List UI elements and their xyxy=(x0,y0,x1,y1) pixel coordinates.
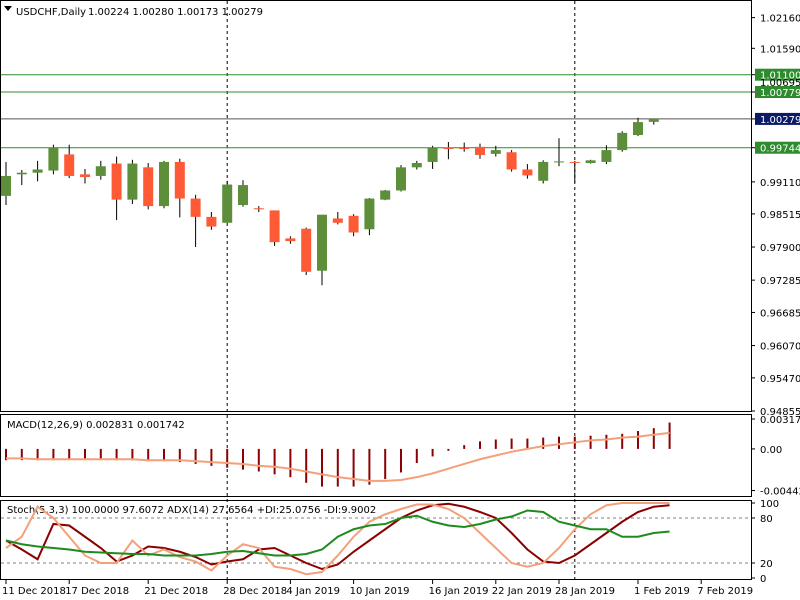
y-tick-label: 1.02160 xyxy=(760,14,800,25)
x-tick-label: 17 Dec 2018 xyxy=(65,586,129,597)
candle-bear xyxy=(569,161,580,163)
candle-bull xyxy=(317,214,327,271)
candle-bull xyxy=(617,132,628,151)
candle-bull xyxy=(380,190,391,200)
level-price-tag xyxy=(755,68,800,81)
macd-y-tick-label: -0.004421 xyxy=(760,487,800,498)
candle-bull xyxy=(601,150,612,162)
candle-bear xyxy=(111,163,122,200)
main-pane[interactable] xyxy=(0,0,752,412)
stoch-y-tick-label: 20 xyxy=(760,559,773,570)
candle-bear xyxy=(332,218,343,223)
stoch-layer xyxy=(1,502,751,576)
macd-header: MACD(12,26,9) 0.002831 0.001742 xyxy=(7,420,185,431)
ohlc-values: 1.00224 1.00280 1.00173 1.00279 xyxy=(88,7,263,18)
candle-bear xyxy=(522,169,533,176)
y-tick-label: 0.99110 xyxy=(760,178,800,189)
macd-y-tick-label: 0.003176 xyxy=(760,415,800,426)
y-tick-label: 1.00279 xyxy=(760,115,800,126)
y-tick-label: 0.99744 xyxy=(760,144,800,155)
level-price-tag xyxy=(755,85,800,98)
stoch-signal-line xyxy=(5,502,670,576)
macd-y-tick-label: 0.00 xyxy=(760,445,782,456)
macd-pane[interactable] xyxy=(0,414,752,497)
candle-bull xyxy=(238,185,248,206)
candle-bull xyxy=(538,161,549,181)
candle-bear xyxy=(285,238,296,242)
y-tick-label: 0.95470 xyxy=(760,374,800,385)
stoch-y-tick-label: 100 xyxy=(760,499,779,510)
y-tick-label: 0.98515 xyxy=(760,210,800,221)
candle-bear xyxy=(174,161,185,199)
x-tick-label: 16 Jan 2019 xyxy=(429,586,489,597)
candle-bull xyxy=(364,198,375,230)
stoch-y-tick-label: 0 xyxy=(760,574,766,585)
y-tick-label: 1.00779 xyxy=(760,88,800,99)
candle-bear xyxy=(506,152,517,170)
candle-bear xyxy=(64,154,75,176)
y-tick-label: 0.94855 xyxy=(760,407,800,418)
candle-bull xyxy=(396,167,406,191)
candle-bull xyxy=(554,161,564,163)
level-price-tag xyxy=(755,141,800,154)
chart-header: USDCHF,Daily 1.00224 1.00280 1.00173 1.0… xyxy=(4,6,263,18)
y-tick-label: 0.96070 xyxy=(760,342,800,353)
y-tick-label: 0.97900 xyxy=(760,243,800,254)
candle-bear xyxy=(269,210,280,243)
candle-bull xyxy=(95,166,106,176)
candle-bear xyxy=(348,215,359,233)
x-tick-label: 22 Jan 2019 xyxy=(492,586,552,597)
x-tick-label: 7 Feb 2019 xyxy=(697,586,753,597)
y-tick-label: 0.96685 xyxy=(760,308,800,319)
candle-bear xyxy=(301,228,312,272)
dropdown-triangle-icon[interactable] xyxy=(4,6,12,11)
y-tick-label: 0.97285 xyxy=(760,276,800,287)
candle-bull xyxy=(127,163,138,200)
x-tick-label: 4 Jan 2019 xyxy=(286,586,340,597)
candle-bull xyxy=(427,147,438,162)
candle-bull xyxy=(48,147,59,171)
current-price-tag xyxy=(755,112,800,125)
stoch-pane[interactable] xyxy=(0,500,752,580)
candle-bull xyxy=(490,150,501,154)
symbol-timeframe: USDCHF,Daily xyxy=(16,7,86,18)
candle-bull xyxy=(1,175,11,196)
candle-bear xyxy=(475,146,485,155)
candle-bear xyxy=(253,208,264,210)
candle-bear xyxy=(143,167,154,207)
x-tick-label: 21 Dec 2018 xyxy=(144,586,208,597)
x-tick-label: 28 Jan 2019 xyxy=(555,586,615,597)
candle-bull xyxy=(648,118,659,122)
y-tick-label: 1.01100 xyxy=(760,71,800,82)
stoch-y-tick-label: 80 xyxy=(760,514,773,525)
candle-bear xyxy=(190,198,201,217)
candle-bull xyxy=(159,161,169,207)
candle-bull xyxy=(411,163,422,168)
stoch-header: Stoch(5,3,3) 100.0000 97.6072 ADX(14) 27… xyxy=(7,505,376,516)
macd-layer xyxy=(5,422,671,487)
candle-bear xyxy=(80,174,90,178)
macd-signal-line xyxy=(6,431,670,482)
candle-bull xyxy=(585,160,596,164)
candle-bear xyxy=(206,216,217,227)
candle-bear xyxy=(443,147,454,150)
axis-layer: 1.02160 1.01590 1.01100 1.00779 1.00279 0.997… xyxy=(2,14,800,597)
candle-bull xyxy=(32,169,43,173)
candle-bull xyxy=(222,184,233,223)
x-tick-label: 1 Feb 2019 xyxy=(634,586,690,597)
y-tick-label: 1.01590 xyxy=(760,44,800,55)
candle-bull xyxy=(633,122,643,136)
x-tick-label: 11 Dec 2018 xyxy=(2,586,66,597)
overlap-price-label: 1.00695 xyxy=(760,78,800,89)
x-tick-label: 28 Dec 2018 xyxy=(223,586,287,597)
adx-line xyxy=(5,509,670,557)
x-tick-label: 10 Jan 2019 xyxy=(350,586,410,597)
candlestick-layer xyxy=(1,1,751,580)
candle-bull xyxy=(16,172,27,175)
candle-bear xyxy=(459,147,470,150)
